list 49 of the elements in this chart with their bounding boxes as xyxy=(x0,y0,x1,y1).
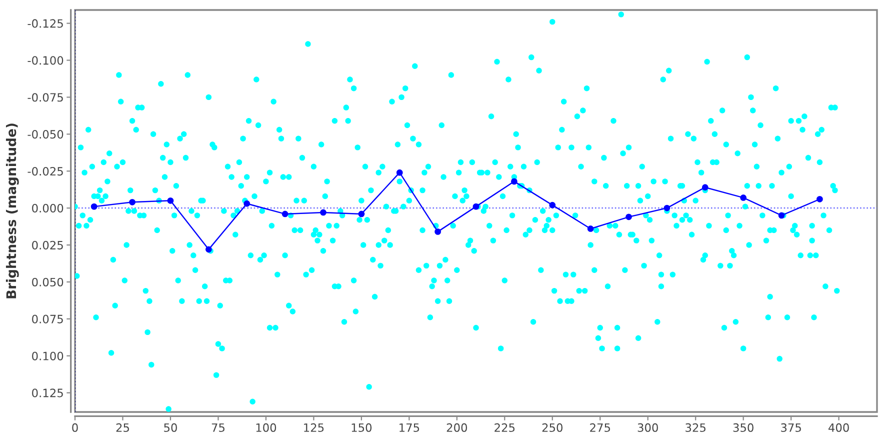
point xyxy=(702,184,708,191)
y-tick-label: 0.025 xyxy=(32,240,63,250)
point xyxy=(664,204,670,212)
y-tick-label: 0.050 xyxy=(32,278,64,286)
point xyxy=(472,203,480,210)
point xyxy=(282,210,288,218)
point xyxy=(129,198,136,206)
x-tick-label: 0 xyxy=(72,423,78,432)
y-axis-title: Brightness (magnitude) xyxy=(6,124,19,298)
x-tick-label: 250 xyxy=(542,423,562,432)
x-tick-label: 175 xyxy=(400,423,420,432)
x-tick-label: 75 xyxy=(212,423,224,432)
y-tick-label: -0.075 xyxy=(28,93,63,102)
x-tick-label: 100 xyxy=(256,423,276,432)
point xyxy=(510,178,518,185)
point xyxy=(626,214,632,220)
point xyxy=(816,196,823,202)
point xyxy=(740,194,747,201)
point xyxy=(396,169,403,176)
point xyxy=(434,228,442,235)
x-tick-label: 150 xyxy=(352,423,372,432)
x-tick-label: 300 xyxy=(638,423,658,432)
x-tick-label: 275 xyxy=(590,423,610,432)
point xyxy=(205,246,212,253)
y-tick-label: -0.125 xyxy=(28,19,63,28)
y-tick-label: -0.025 xyxy=(28,166,63,176)
x-tick-label: 375 xyxy=(781,423,801,432)
y-tick-label: -0.050 xyxy=(28,130,64,139)
point xyxy=(358,210,365,218)
point xyxy=(167,197,174,204)
x-tick-label: 325 xyxy=(686,423,706,432)
x-tick-label: 200 xyxy=(446,423,468,432)
y-tick-label: 0.100 xyxy=(32,352,64,360)
point xyxy=(90,203,98,210)
x-tick-label: 225 xyxy=(494,423,515,432)
x-tick-label: 350 xyxy=(733,423,754,432)
y-tick-label: 0.075 xyxy=(32,314,63,324)
y-tick-label: 0.000 xyxy=(32,204,64,213)
point xyxy=(244,200,250,207)
point xyxy=(549,202,556,208)
point xyxy=(778,212,785,219)
x-tick-label: 50 xyxy=(164,423,177,432)
x-tick-label: 25 xyxy=(116,423,129,432)
y-tick-label: 0.125 xyxy=(32,388,63,398)
point xyxy=(587,226,594,232)
x-tick-label: 400 xyxy=(828,423,849,432)
y-tick-label: -0.100 xyxy=(28,56,64,65)
x-tick-label: 125 xyxy=(304,423,324,432)
point xyxy=(320,209,326,216)
